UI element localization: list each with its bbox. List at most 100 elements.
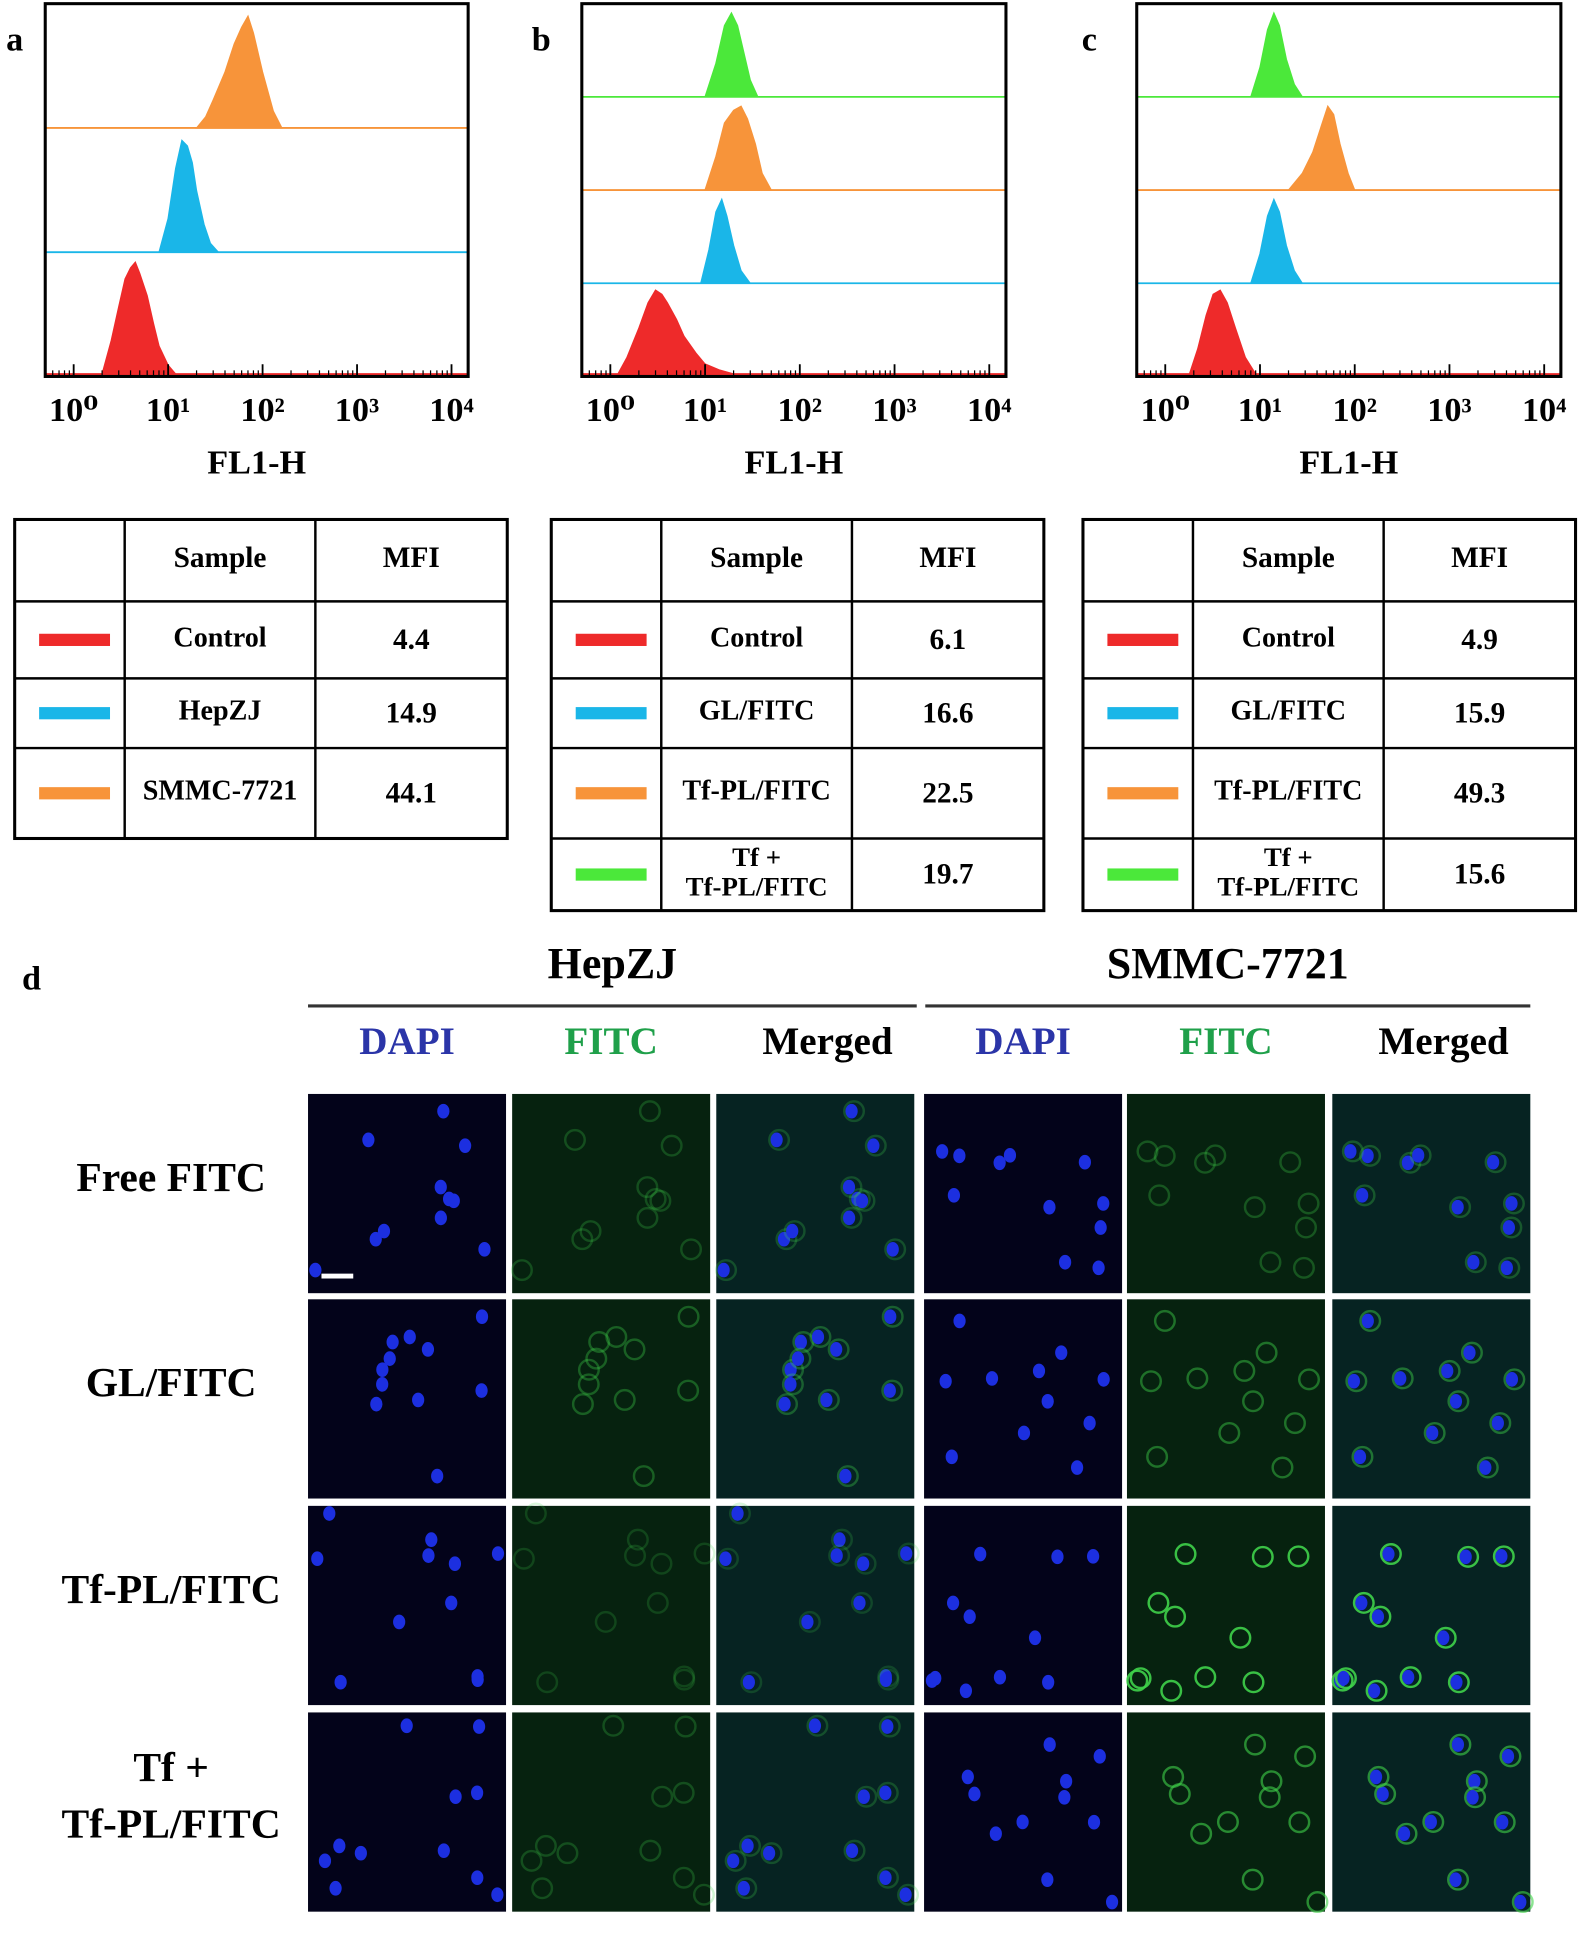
fitc-signal (897, 1883, 920, 1906)
fitc-signal (1493, 1811, 1516, 1834)
x-tick-label: 10² (240, 392, 284, 429)
nucleus (431, 1468, 444, 1484)
fitc-signal (1345, 1370, 1368, 1393)
nucleus (1368, 1683, 1381, 1699)
fitc-signal (1218, 1421, 1241, 1444)
fitc-signal (1503, 1368, 1526, 1391)
nucleus (329, 1880, 342, 1896)
fitc-signal (649, 1189, 672, 1212)
nucleus (1397, 1826, 1411, 1842)
fitc-signal (1484, 1151, 1507, 1174)
nucleus (953, 1148, 966, 1164)
x-tick-label: 10³ (335, 392, 379, 429)
fitc-signal (854, 1552, 877, 1575)
fitc-signal (828, 1544, 851, 1567)
nucleus (1437, 1630, 1450, 1646)
fitc-signal (672, 1781, 695, 1804)
fitc-signal (1129, 1667, 1152, 1690)
nucleus (879, 1672, 893, 1687)
histogram (699, 197, 752, 284)
fitc-signal (1359, 1309, 1382, 1332)
fitc-signal (579, 1220, 602, 1243)
nucleus (1361, 1313, 1374, 1329)
nucleus (445, 1595, 458, 1611)
fitc-signal (1294, 1745, 1317, 1768)
nucleus (491, 1546, 505, 1561)
nucleus (333, 1838, 346, 1854)
legend-swatch (575, 787, 647, 800)
channel-label: DAPI (359, 1020, 455, 1063)
nucleus (1505, 1196, 1518, 1211)
fitc-signal (1174, 1543, 1197, 1566)
histogram (101, 261, 177, 375)
x-tick-label: 10⁰ (586, 392, 635, 429)
fitc-signal (644, 1187, 667, 1210)
nucleus (1441, 1363, 1454, 1379)
x-tick-label: 10¹ (1238, 392, 1282, 429)
fitc-signal (1260, 1770, 1283, 1793)
nucleus (1394, 1371, 1407, 1386)
fitc-signal (577, 1373, 600, 1396)
mfi-value: 6.1 (930, 624, 967, 656)
nucleus (839, 1468, 852, 1484)
sample-name: Control (710, 622, 803, 653)
sample-name: Control (173, 622, 266, 653)
fitc-signal (602, 1714, 625, 1737)
nucleus (763, 1845, 776, 1861)
nucleus (830, 1342, 843, 1357)
nucleus (422, 1548, 435, 1563)
mfi-value: 4.9 (1461, 624, 1498, 656)
fitc-signal (534, 1834, 557, 1857)
micrograph (1126, 1505, 1325, 1706)
nucleus (393, 1614, 406, 1630)
sample-name: SMMC-7721 (143, 776, 298, 807)
fitc-signal (1160, 1679, 1183, 1702)
nucleus (857, 1789, 870, 1805)
fitc-signal (836, 1465, 859, 1488)
fitc-signal (1288, 1811, 1311, 1834)
fitc-signal (1465, 1770, 1488, 1793)
nucleus (471, 1870, 484, 1886)
fitc-signal (1139, 1370, 1162, 1393)
nucleus (1097, 1196, 1110, 1211)
fitc-signal (1190, 1822, 1213, 1845)
mfi-value: 15.6 (1454, 859, 1505, 891)
fitc-signal (1449, 1196, 1472, 1219)
fitc-signal (660, 1134, 683, 1157)
fitc-signal (817, 1388, 840, 1411)
nucleus (1463, 1345, 1476, 1361)
fitc-signal (806, 1714, 829, 1737)
nucleus (1451, 1737, 1465, 1752)
nucleus (1450, 1674, 1463, 1690)
fitc-signal (1395, 1822, 1418, 1845)
fitc-signal (724, 1849, 747, 1872)
fitc-signal (1242, 1671, 1265, 1694)
micrograph (308, 1093, 507, 1294)
fitc-signal (1164, 1605, 1187, 1628)
fitc-signal (1146, 1445, 1169, 1468)
nucleus (1051, 1549, 1064, 1565)
fitc-signal (1136, 1140, 1159, 1163)
table-header: Sample (1242, 542, 1335, 574)
fitc-signal (556, 1842, 579, 1865)
nucleus (1337, 1670, 1350, 1686)
fitc-signal (1464, 1251, 1487, 1274)
table-header: MFI (919, 542, 976, 574)
row-label: Free FITC (76, 1154, 266, 1200)
fitc-signal (1359, 1144, 1382, 1167)
fitc-signal (739, 1834, 762, 1857)
fitc-signal (1283, 1412, 1306, 1435)
micrograph (512, 1712, 711, 1912)
nucleus (400, 1718, 413, 1734)
fitc-signal (510, 1259, 533, 1282)
nucleus (770, 1132, 783, 1148)
nucleus (434, 1179, 447, 1195)
fitc-signal (1242, 1390, 1265, 1413)
fitc-signal (1204, 1144, 1227, 1167)
nucleus (929, 1670, 942, 1686)
fitc-signal (650, 1552, 673, 1575)
nucleus (1382, 1546, 1395, 1562)
fitc-signal (792, 1331, 815, 1354)
x-tick-label: 10⁴ (429, 392, 473, 429)
nucleus (830, 1548, 843, 1563)
